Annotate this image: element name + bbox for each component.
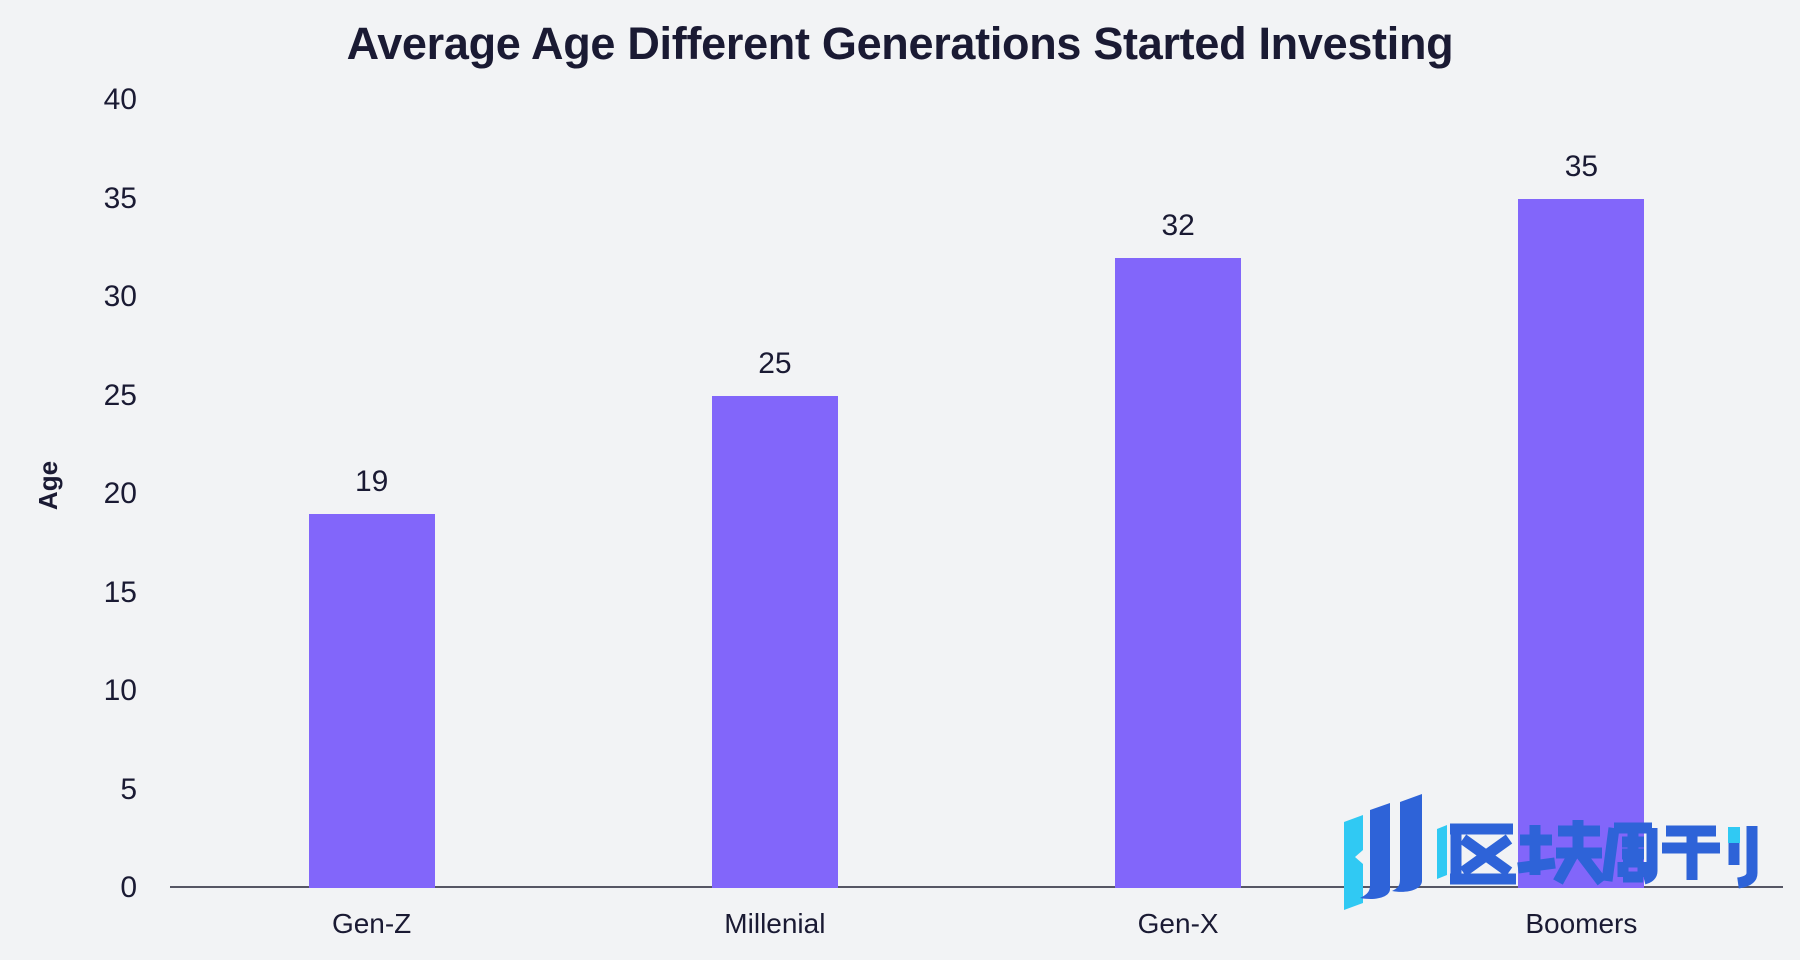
x-tick-label-boomers: Boomers [1525,908,1638,939]
y-tick-label-35: 35 [103,181,137,215]
value-label-gen-x: 32 [1161,208,1195,242]
glyph-qu [1450,823,1516,885]
y-tick-label-40: 40 [103,83,137,116]
x-tick-label-gen-x: Gen-X [1137,908,1219,939]
glyph-kan [1662,825,1758,889]
glyph-kuai [1517,820,1607,886]
y-tick-label-15: 15 [103,575,137,609]
bar-millenial [711,395,838,888]
bar-gen-z [308,513,435,888]
y-tick-label-20: 20 [103,477,137,510]
glyph-zhou [1601,822,1658,885]
chart-title: Average Age Different Generations Starte… [346,18,1454,69]
bar-gen-x [1115,257,1242,888]
bar-boomers [1518,198,1645,888]
value-label-boomers: 35 [1564,149,1599,183]
y-tick-label-25: 25 [103,378,137,412]
y-tick-label-5: 5 [120,772,137,806]
cyan-accent-tick [1437,825,1447,879]
x-tick-label-millenial: Millenial [724,908,826,939]
rising-bars-logo-icon [1344,794,1422,910]
y-tick-label-30: 30 [103,280,137,313]
value-label-gen-z: 19 [354,464,389,498]
wordmark-glyphs [1437,820,1758,889]
watermark-logo [1344,794,1758,910]
x-tick-label-gen-z: Gen-Z [331,908,412,939]
y-tick-label-0: 0 [120,871,137,904]
y-tick-label-10: 10 [103,674,137,707]
value-label-millenial: 25 [758,346,792,380]
x-axis-line [170,886,1783,888]
